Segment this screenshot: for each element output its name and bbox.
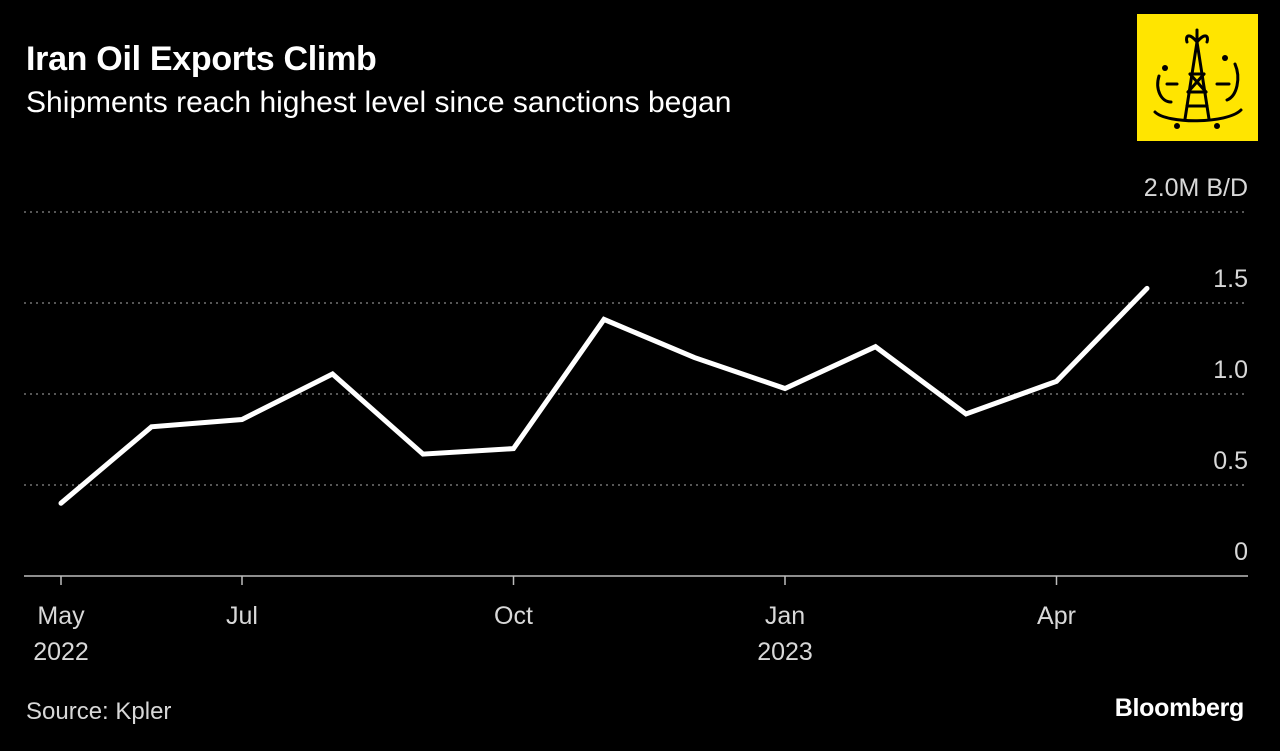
oil-derrick-icon bbox=[1153, 28, 1243, 129]
y-tick-label: 0.5 bbox=[1213, 447, 1248, 475]
x-tick-label: May bbox=[37, 602, 85, 630]
source-note: Source: Kpler bbox=[26, 698, 172, 725]
y-axis-labels: 0 0.5 1.0 1.5 2.0M B/D bbox=[1144, 174, 1248, 566]
chart-title: Iran Oil Exports Climb bbox=[26, 40, 377, 78]
y-tick-label: 1.5 bbox=[1213, 265, 1248, 293]
x-tick-year-label: 2023 bbox=[757, 638, 813, 666]
x-tick-label: Apr bbox=[1037, 602, 1076, 630]
x-tick-label: Jul bbox=[226, 602, 258, 630]
y-tick-label: 1.0 bbox=[1213, 356, 1248, 384]
x-tick-label: Jan bbox=[765, 602, 805, 630]
grid-lines bbox=[24, 211, 1248, 486]
chart-subtitle: Shipments reach highest level since sanc… bbox=[26, 86, 732, 119]
series-line bbox=[58, 285, 1150, 506]
bloomberg-logo-text: Bloomberg bbox=[1114, 694, 1245, 722]
x-axis-ticks: May 2022 Jul Oct Jan 2023 Apr bbox=[33, 576, 1076, 666]
x-tick-year-label: 2022 bbox=[33, 638, 89, 666]
x-tick-label: Oct bbox=[494, 602, 533, 630]
oil-derrick-logo bbox=[1137, 14, 1258, 141]
y-tick-label: 0 bbox=[1234, 538, 1248, 566]
y-tick-label: 2.0M B/D bbox=[1144, 174, 1248, 202]
